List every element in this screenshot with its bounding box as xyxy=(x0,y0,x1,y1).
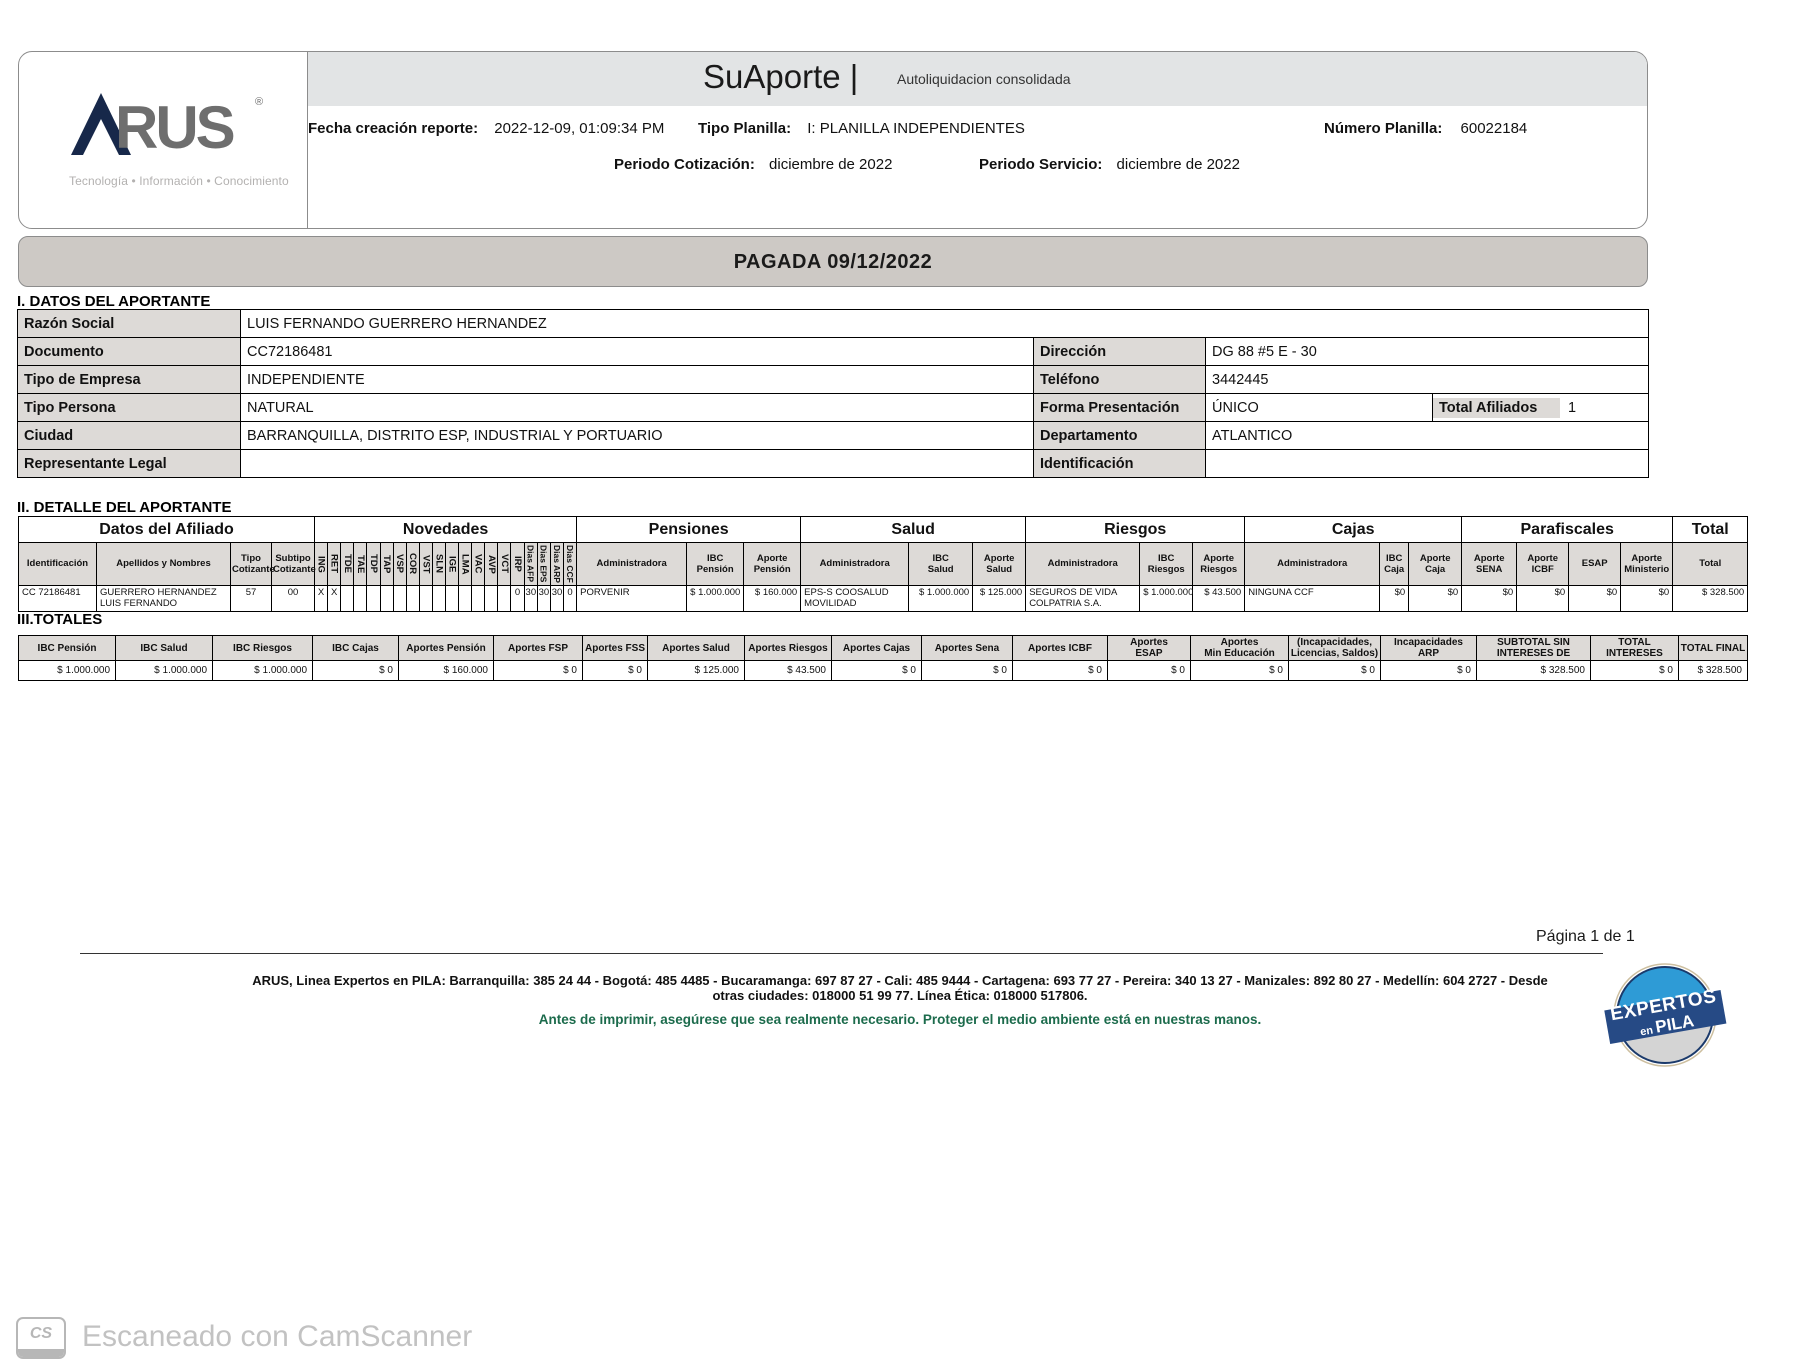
svg-text:RUS: RUS xyxy=(115,94,234,159)
svg-text:®: ® xyxy=(255,96,263,108)
